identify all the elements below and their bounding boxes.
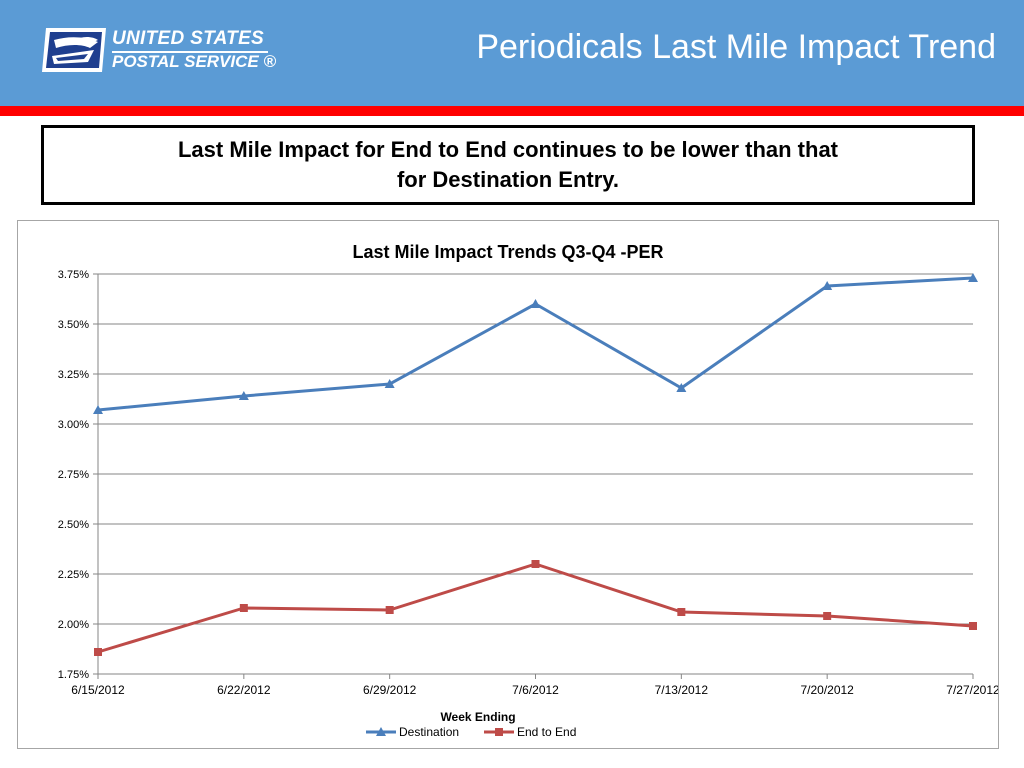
slide-title: Periodicals Last Mile Impact Trend: [476, 28, 996, 66]
legend-label-destination: Destination: [399, 725, 459, 739]
header-red-stripe: [0, 106, 1024, 116]
logo-text-line2: POSTAL SERVICE ®: [112, 52, 276, 71]
chart-frame: Last Mile Impact Trends Q3-Q4 -PER 1.75% 2…: [17, 220, 999, 749]
legend-marker-end-to-end: [495, 728, 503, 736]
point-end-to-end: [239, 604, 248, 612]
logo-text-line1: UNITED STATES: [112, 28, 265, 49]
x-tick-label: 6/15/2012: [71, 683, 125, 697]
series-line-destination: [97, 276, 974, 412]
point-destination: [676, 383, 687, 392]
point-destination: [822, 281, 833, 290]
legend-label-end-to-end: End to End: [517, 725, 576, 739]
chart-title: Last Mile Impact Trends Q3-Q4 -PER: [352, 242, 663, 262]
x-axis-label: Week Ending: [440, 710, 515, 724]
point-destination: [238, 391, 249, 400]
series-line-end-to-end: [97, 562, 974, 654]
point-end-to-end: [94, 648, 102, 656]
point-end-to-end: [823, 612, 832, 620]
y-tick-label: 3.75%: [58, 269, 89, 281]
x-tick-label: 7/20/2012: [800, 683, 854, 697]
y-tick-label: 2.50%: [58, 519, 89, 531]
line-chart: Last Mile Impact Trends Q3-Q4 -PER 1.75% 2…: [58, 242, 998, 739]
point-end-to-end: [385, 606, 394, 614]
x-tick-label: 6/29/2012: [363, 683, 417, 697]
x-tick-label: 6/22/2012: [217, 683, 271, 697]
y-tick-label: 1.75%: [58, 669, 89, 681]
point-destination: [968, 273, 978, 282]
x-tick-label: 7/13/2012: [655, 683, 709, 697]
point-destination: [93, 405, 103, 414]
point-end-to-end: [677, 608, 686, 616]
callout-box: Last Mile Impact for End to End continue…: [41, 125, 975, 205]
legend-marker-destination: [376, 727, 386, 736]
x-tick-label: 7/6/2012: [512, 683, 559, 697]
y-tick-label: 2.75%: [58, 469, 89, 481]
eagle-logo-icon: [42, 28, 106, 72]
y-tick-label: 2.25%: [58, 569, 89, 581]
y-tick-label: 2.00%: [58, 619, 89, 631]
usps-logo: UNITED STATES POSTAL SERVICE ®: [40, 26, 290, 74]
y-tick-label: 3.25%: [58, 369, 89, 381]
point-end-to-end: [531, 560, 540, 568]
callout-text: Last Mile Impact for End to End continue…: [177, 137, 839, 192]
logo-divider: [112, 51, 268, 53]
point-end-to-end: [969, 622, 977, 630]
y-tick-label: 3.00%: [58, 419, 89, 431]
header-bar: UNITED STATES POSTAL SERVICE ® Periodica…: [0, 0, 1024, 106]
point-destination: [384, 379, 395, 388]
x-tick-label: 7/27/2012: [946, 683, 998, 697]
y-tick-label: 3.50%: [58, 319, 89, 331]
point-destination: [530, 299, 541, 308]
